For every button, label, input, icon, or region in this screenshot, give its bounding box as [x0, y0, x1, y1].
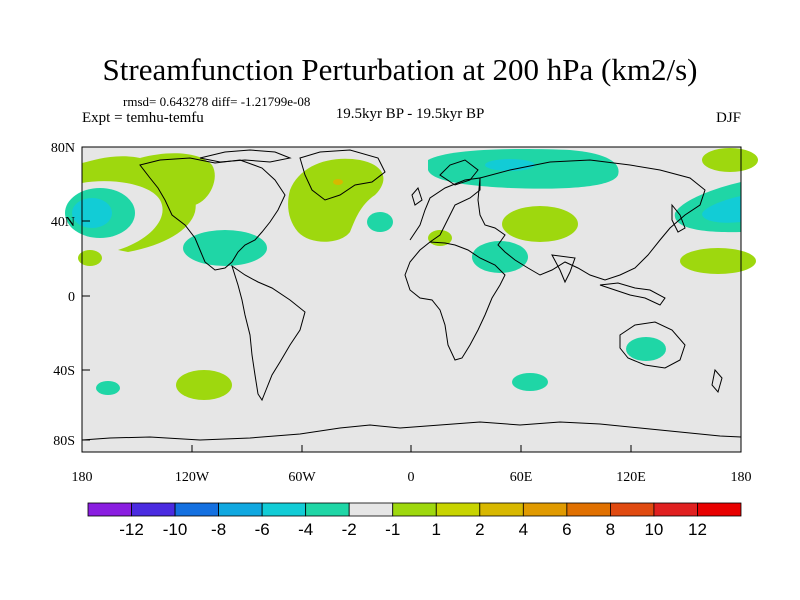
colorbar-label: -2	[342, 520, 357, 539]
colorbar-label: -10	[163, 520, 188, 539]
lon-label: 180	[72, 470, 93, 485]
colorbar-label: 6	[562, 520, 571, 539]
lon-label: 120E	[616, 470, 646, 485]
contour-pos-2	[78, 250, 102, 266]
coast-australia	[619, 321, 686, 369]
colorbar-label: -8	[211, 520, 226, 539]
coastlines	[81, 149, 742, 441]
contour-pos-2	[82, 156, 196, 252]
lat-label: 0	[68, 290, 75, 305]
colorbar-swatch	[305, 502, 350, 517]
colorbar-swatch	[566, 502, 611, 517]
contour-neg-4	[702, 196, 741, 223]
contour-pos-2	[680, 248, 756, 274]
lon-label: 60W	[288, 470, 316, 485]
contour-fills	[65, 148, 758, 400]
lon-label: 180	[731, 470, 752, 485]
lon-ticks	[81, 445, 742, 452]
coast-south-america	[231, 264, 306, 402]
rmsd-text: rmsd= 0.643278 diff= -1.21799e-08	[123, 94, 311, 109]
colorbar-swatch	[392, 502, 437, 517]
lon-label: 60E	[510, 470, 533, 485]
lat-label: 80S	[53, 434, 75, 449]
colorbar-swatch	[131, 502, 176, 517]
contour-neg-4	[485, 159, 535, 171]
colorbar-label: 4	[519, 520, 528, 539]
colorbar-label: 10	[644, 520, 663, 539]
coast-uk	[411, 187, 423, 206]
contour-pos-2	[288, 158, 384, 242]
contour-neg-4	[72, 198, 112, 228]
coast-japan	[671, 203, 686, 233]
colorbar-swatch	[435, 502, 481, 517]
lon-label: 120W	[175, 470, 210, 485]
lon-label: 0	[408, 470, 415, 485]
coast-asia	[477, 159, 706, 281]
chart-title: Streamfunction Perturbation at 200 hPa (…	[102, 52, 698, 87]
colorbar-label: -12	[119, 520, 144, 539]
colorbar-swatch	[697, 502, 742, 517]
coast-antarctica	[81, 421, 742, 441]
contour-pos-4	[333, 179, 343, 185]
experiment-label: Expt = temhu-temfu	[82, 110, 204, 126]
contour-neg-2	[626, 337, 666, 361]
contour-neg-2	[183, 230, 267, 266]
colorbar-swatch	[479, 502, 524, 517]
coast-new-zealand	[711, 368, 723, 394]
season-label: DJF	[715, 110, 741, 126]
colorbar-swatch	[87, 502, 132, 517]
lat-label: 80N	[51, 141, 75, 156]
colorbar-labels: -12 -10 -8 -6 -4 -2 -1 1 2 4 6 8 10 12	[119, 520, 707, 539]
contour-pos-2	[140, 153, 215, 205]
colorbar-swatch	[522, 502, 568, 517]
colorbar-swatch	[610, 502, 655, 517]
coast-north-america	[139, 157, 286, 271]
lat-ticks	[82, 146, 90, 441]
contour-neg-2	[96, 381, 120, 395]
lon-labels: 180 120W 60W 0 60E 120E 180	[72, 470, 752, 485]
contour-pos-2	[702, 148, 758, 172]
period-label: 19.5kyr BP - 19.5kyr BP	[335, 106, 485, 122]
colorbar-label: 8	[606, 520, 615, 539]
colorbar-swatch	[218, 502, 263, 517]
contour-neg-2	[512, 373, 548, 391]
colorbar-swatch	[174, 502, 219, 517]
contour-pos-2	[176, 370, 232, 400]
colorbar	[87, 502, 742, 517]
coast-se-asia	[599, 282, 666, 306]
lat-labels: 80N 40N 0 40S 80S	[51, 141, 75, 449]
contour-pos-2	[502, 206, 578, 242]
colorbar-label: 2	[475, 520, 484, 539]
colorbar-label: 1	[432, 520, 441, 539]
coast-scandinavia	[439, 159, 479, 186]
contour-neg-2	[367, 212, 393, 232]
colorbar-label: -1	[385, 520, 400, 539]
colorbar-swatch	[348, 502, 394, 517]
colorbar-label: 12	[688, 520, 707, 539]
colorbar-swatch	[653, 502, 698, 517]
lat-label: 40N	[51, 215, 75, 230]
colorbar-label: -6	[255, 520, 270, 539]
coast-india	[551, 254, 576, 284]
lat-label: 40S	[53, 364, 75, 379]
contour-neg-2	[472, 241, 528, 273]
coast-arctic-islands	[199, 149, 292, 163]
colorbar-label: -4	[298, 520, 313, 539]
colorbar-swatch	[261, 502, 307, 517]
coast-greenland	[299, 149, 386, 201]
